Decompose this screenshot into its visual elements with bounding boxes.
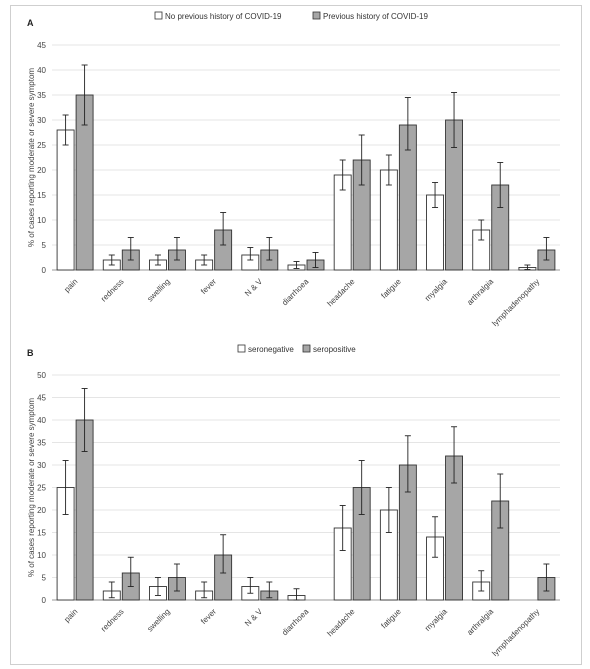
y-tick-label: 45 bbox=[37, 394, 46, 403]
x-tick-label: fatigue bbox=[379, 607, 403, 631]
y-tick-label: 20 bbox=[37, 506, 46, 515]
legend-label: No previous history of COVID-19 bbox=[165, 12, 282, 21]
legend-swatch bbox=[237, 344, 246, 353]
y-tick-label: 10 bbox=[37, 551, 46, 560]
y-tick-label: 15 bbox=[37, 191, 46, 200]
x-tick-label: myalgia bbox=[423, 277, 449, 303]
x-tick-label: headache bbox=[325, 277, 357, 309]
y-tick-label: 25 bbox=[37, 141, 46, 150]
x-tick-label: lymphadenopathy bbox=[490, 607, 541, 658]
x-tick-label: fatigue bbox=[379, 277, 403, 301]
y-tick-label: 25 bbox=[37, 484, 46, 493]
y-axis-label: % of cases reporting moderate or severe … bbox=[27, 398, 36, 578]
legend-label: seronegative bbox=[248, 345, 294, 354]
x-tick-label: redness bbox=[99, 607, 125, 633]
y-axis-label: % of cases reporting moderate or severe … bbox=[27, 68, 36, 248]
y-tick-label: 30 bbox=[37, 461, 46, 470]
y-tick-label: 35 bbox=[37, 91, 46, 100]
y-tick-label: 20 bbox=[37, 166, 46, 175]
y-tick-label: 50 bbox=[37, 371, 46, 380]
legend-label: Previous history of COVID-19 bbox=[323, 12, 428, 21]
bar bbox=[56, 129, 75, 271]
y-tick-label: 10 bbox=[37, 216, 46, 225]
x-tick-label: pain bbox=[62, 277, 79, 294]
y-tick-label: 40 bbox=[37, 416, 46, 425]
x-tick-label: redness bbox=[99, 277, 125, 303]
y-tick-label: 15 bbox=[37, 529, 46, 538]
y-tick-label: 35 bbox=[37, 439, 46, 448]
y-tick-label: 5 bbox=[42, 574, 47, 583]
x-tick-label: lymphadenopathy bbox=[490, 277, 541, 328]
panel-label: A bbox=[27, 18, 34, 28]
x-tick-label: diarrhoea bbox=[280, 277, 311, 308]
x-tick-label: swelling bbox=[145, 607, 171, 633]
y-tick-label: 0 bbox=[42, 596, 47, 605]
x-tick-label: headache bbox=[325, 607, 357, 639]
x-tick-label: diarrhoea bbox=[280, 607, 311, 638]
legend-label: seropositive bbox=[313, 345, 356, 354]
figure-frame bbox=[10, 5, 582, 665]
x-tick-label: fever bbox=[199, 277, 218, 296]
x-tick-label: N & V bbox=[243, 607, 265, 629]
y-tick-label: 45 bbox=[37, 41, 46, 50]
x-tick-label: pain bbox=[62, 607, 79, 624]
legend-swatch bbox=[312, 11, 321, 20]
panel-label: B bbox=[27, 348, 34, 358]
x-tick-label: N & V bbox=[243, 277, 265, 299]
legend-swatch bbox=[154, 11, 163, 20]
x-tick-label: arthralgia bbox=[465, 277, 495, 307]
x-tick-label: myalgia bbox=[423, 607, 449, 633]
x-tick-label: fever bbox=[199, 607, 218, 626]
x-tick-label: swelling bbox=[145, 277, 171, 303]
y-tick-label: 40 bbox=[37, 66, 46, 75]
y-tick-label: 0 bbox=[42, 266, 47, 275]
chart-panel-a: A No previous history of COVID-19 Previous… bbox=[27, 11, 560, 328]
y-tick-label: 5 bbox=[42, 241, 47, 250]
legend-swatch bbox=[302, 344, 311, 353]
x-tick-label: arthralgia bbox=[465, 607, 495, 637]
y-tick-label: 30 bbox=[37, 116, 46, 125]
